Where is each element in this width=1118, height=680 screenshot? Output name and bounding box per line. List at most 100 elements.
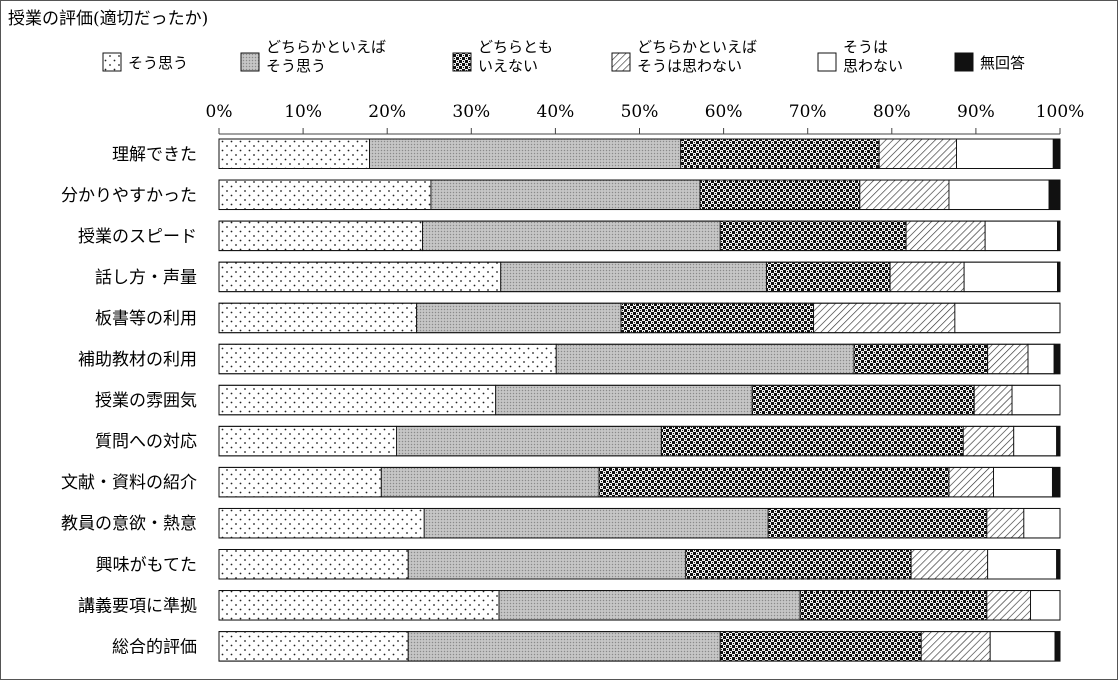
legend-item: そうは思わない — [817, 38, 903, 75]
legend: そう思うどちらかといえばそう思うどちらともいえないどちらかといえばそうは思わない… — [102, 38, 1025, 75]
bar-segment — [495, 384, 753, 416]
bar-segment — [218, 590, 500, 621]
legend-swatch — [452, 52, 472, 72]
bar-segment — [598, 466, 950, 498]
bar-row — [218, 631, 1061, 662]
bar-row — [218, 302, 1061, 334]
x-tick-label: 30% — [452, 102, 490, 122]
category-label: 授業のスピード — [78, 227, 197, 247]
bar-segment — [1048, 179, 1061, 211]
x-tick-label: 90% — [957, 102, 995, 122]
bar-row — [218, 343, 1061, 375]
bar-segment — [956, 138, 1054, 169]
bar-outline — [218, 466, 1061, 498]
bar-segment — [954, 302, 1061, 334]
category-label: 補助教材の利用 — [78, 350, 197, 370]
bar-segment — [1056, 425, 1061, 457]
bar-segment — [430, 179, 701, 211]
bar-segment — [920, 631, 991, 662]
bar-outline — [218, 138, 1061, 169]
bar-row — [218, 466, 1061, 498]
category-label: 質問への対応 — [95, 432, 197, 452]
category-label: 文献・資料の紹介 — [61, 473, 197, 493]
bar-row — [218, 138, 1061, 169]
bar-segment — [948, 179, 1050, 211]
bar-segment — [498, 590, 801, 621]
bar-segment — [218, 138, 370, 169]
x-axis: 0% 10% 20% 30% 40% 50% 60% 70% 80% 90% 100% — [206, 102, 1085, 135]
x-tick-label: 20% — [368, 102, 406, 122]
x-tick-label: 60% — [705, 102, 743, 122]
bar-row — [218, 549, 1061, 580]
bar-segment — [660, 425, 964, 457]
bar-segment — [218, 549, 409, 580]
bar-segment — [218, 466, 382, 498]
bar-segment — [962, 425, 1015, 457]
bar-segment — [218, 302, 418, 334]
bar-segment — [1013, 425, 1058, 457]
legend-label: 無回答 — [980, 54, 1025, 72]
x-tick-label: 100% — [1036, 102, 1085, 122]
bar-outline — [218, 549, 1061, 580]
bar-outline — [218, 590, 1061, 621]
legend-swatch — [240, 52, 260, 72]
bar-row — [218, 220, 1061, 252]
bar-outline — [218, 220, 1061, 252]
category-label: 授業の雰囲気 — [95, 391, 197, 411]
bar-segment — [407, 631, 721, 662]
bar-segment — [799, 590, 988, 621]
legend-swatch — [817, 52, 837, 72]
bar-segment — [1056, 549, 1061, 580]
bar-outline — [218, 384, 1061, 416]
bar-segment — [905, 220, 986, 252]
bar-segment — [396, 425, 662, 457]
bar-segment — [423, 508, 769, 539]
x-tick-label: 50% — [621, 102, 659, 122]
bar-segment — [380, 466, 600, 498]
legend-swatch — [954, 52, 974, 72]
category-label: 興味がもてた — [96, 555, 197, 575]
bar-outline — [218, 631, 1061, 662]
bar-segment — [987, 549, 1058, 580]
legend-item: 無回答 — [954, 52, 1025, 72]
category-label: 話し方・声量 — [95, 268, 197, 288]
x-tick-label: 80% — [873, 102, 911, 122]
bar-segment — [859, 179, 950, 211]
bar-segment — [986, 590, 1032, 621]
bar-segment — [422, 220, 721, 252]
bar-segment — [989, 631, 1056, 662]
bar-outline — [218, 507, 1061, 539]
bar-segment — [987, 343, 1029, 375]
category-label: 板書等の利用 — [95, 309, 197, 329]
legend-label: そう思う — [128, 54, 188, 72]
legend-label: いえない — [478, 57, 538, 75]
bar-segment — [218, 508, 425, 539]
bar-segment — [766, 261, 891, 293]
category-label: 講義要項に準拠 — [78, 596, 197, 616]
bar-segment — [853, 343, 989, 375]
bar-outline — [218, 425, 1061, 457]
bar-outline — [218, 302, 1061, 334]
bar-segment — [218, 384, 497, 416]
bar-outline — [218, 179, 1061, 211]
bar-outline — [218, 343, 1061, 375]
bar-segment — [813, 302, 956, 334]
bar-segment — [1054, 631, 1061, 662]
bar-row — [218, 261, 1061, 293]
legend-swatch — [102, 52, 122, 72]
bar-segment — [973, 384, 1013, 416]
bar-segment — [993, 466, 1053, 498]
legend-swatch — [611, 52, 631, 72]
bar-segment — [878, 138, 958, 169]
legend-label: どちらとも — [478, 38, 553, 56]
bar-segment — [218, 261, 502, 293]
bar-segment — [719, 220, 907, 252]
bar-segment — [1030, 590, 1061, 621]
bar-segment — [407, 549, 687, 580]
x-tick-label: 10% — [284, 102, 322, 122]
legend-label: どちらかといえば — [637, 38, 757, 56]
